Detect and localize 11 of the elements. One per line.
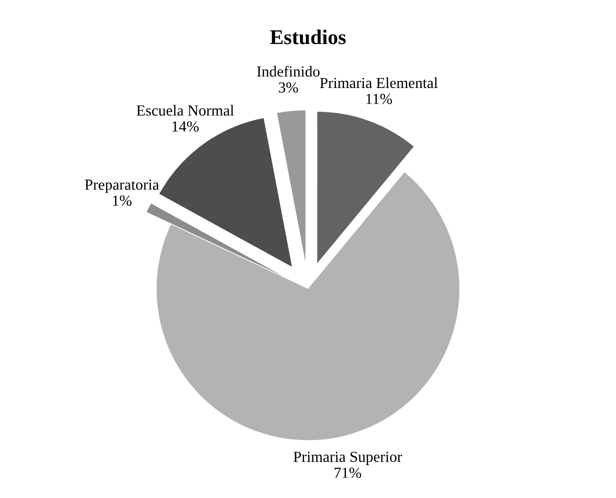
slice-label: Primaria Superior xyxy=(294,452,402,466)
slice-label: Primaria Elemental xyxy=(320,77,438,88)
data-label: 11% xyxy=(366,94,392,104)
slice-label: Indefinido xyxy=(257,66,320,77)
data-label: 14% xyxy=(172,121,199,132)
data-label: 71% xyxy=(334,468,362,478)
chart-title: Estudios xyxy=(270,30,346,44)
data-label: 3% xyxy=(278,82,298,93)
slice-label: Escuela Normal xyxy=(136,104,234,116)
slice-label: Preparatoria xyxy=(84,180,159,193)
data-label: 1% xyxy=(113,195,132,206)
